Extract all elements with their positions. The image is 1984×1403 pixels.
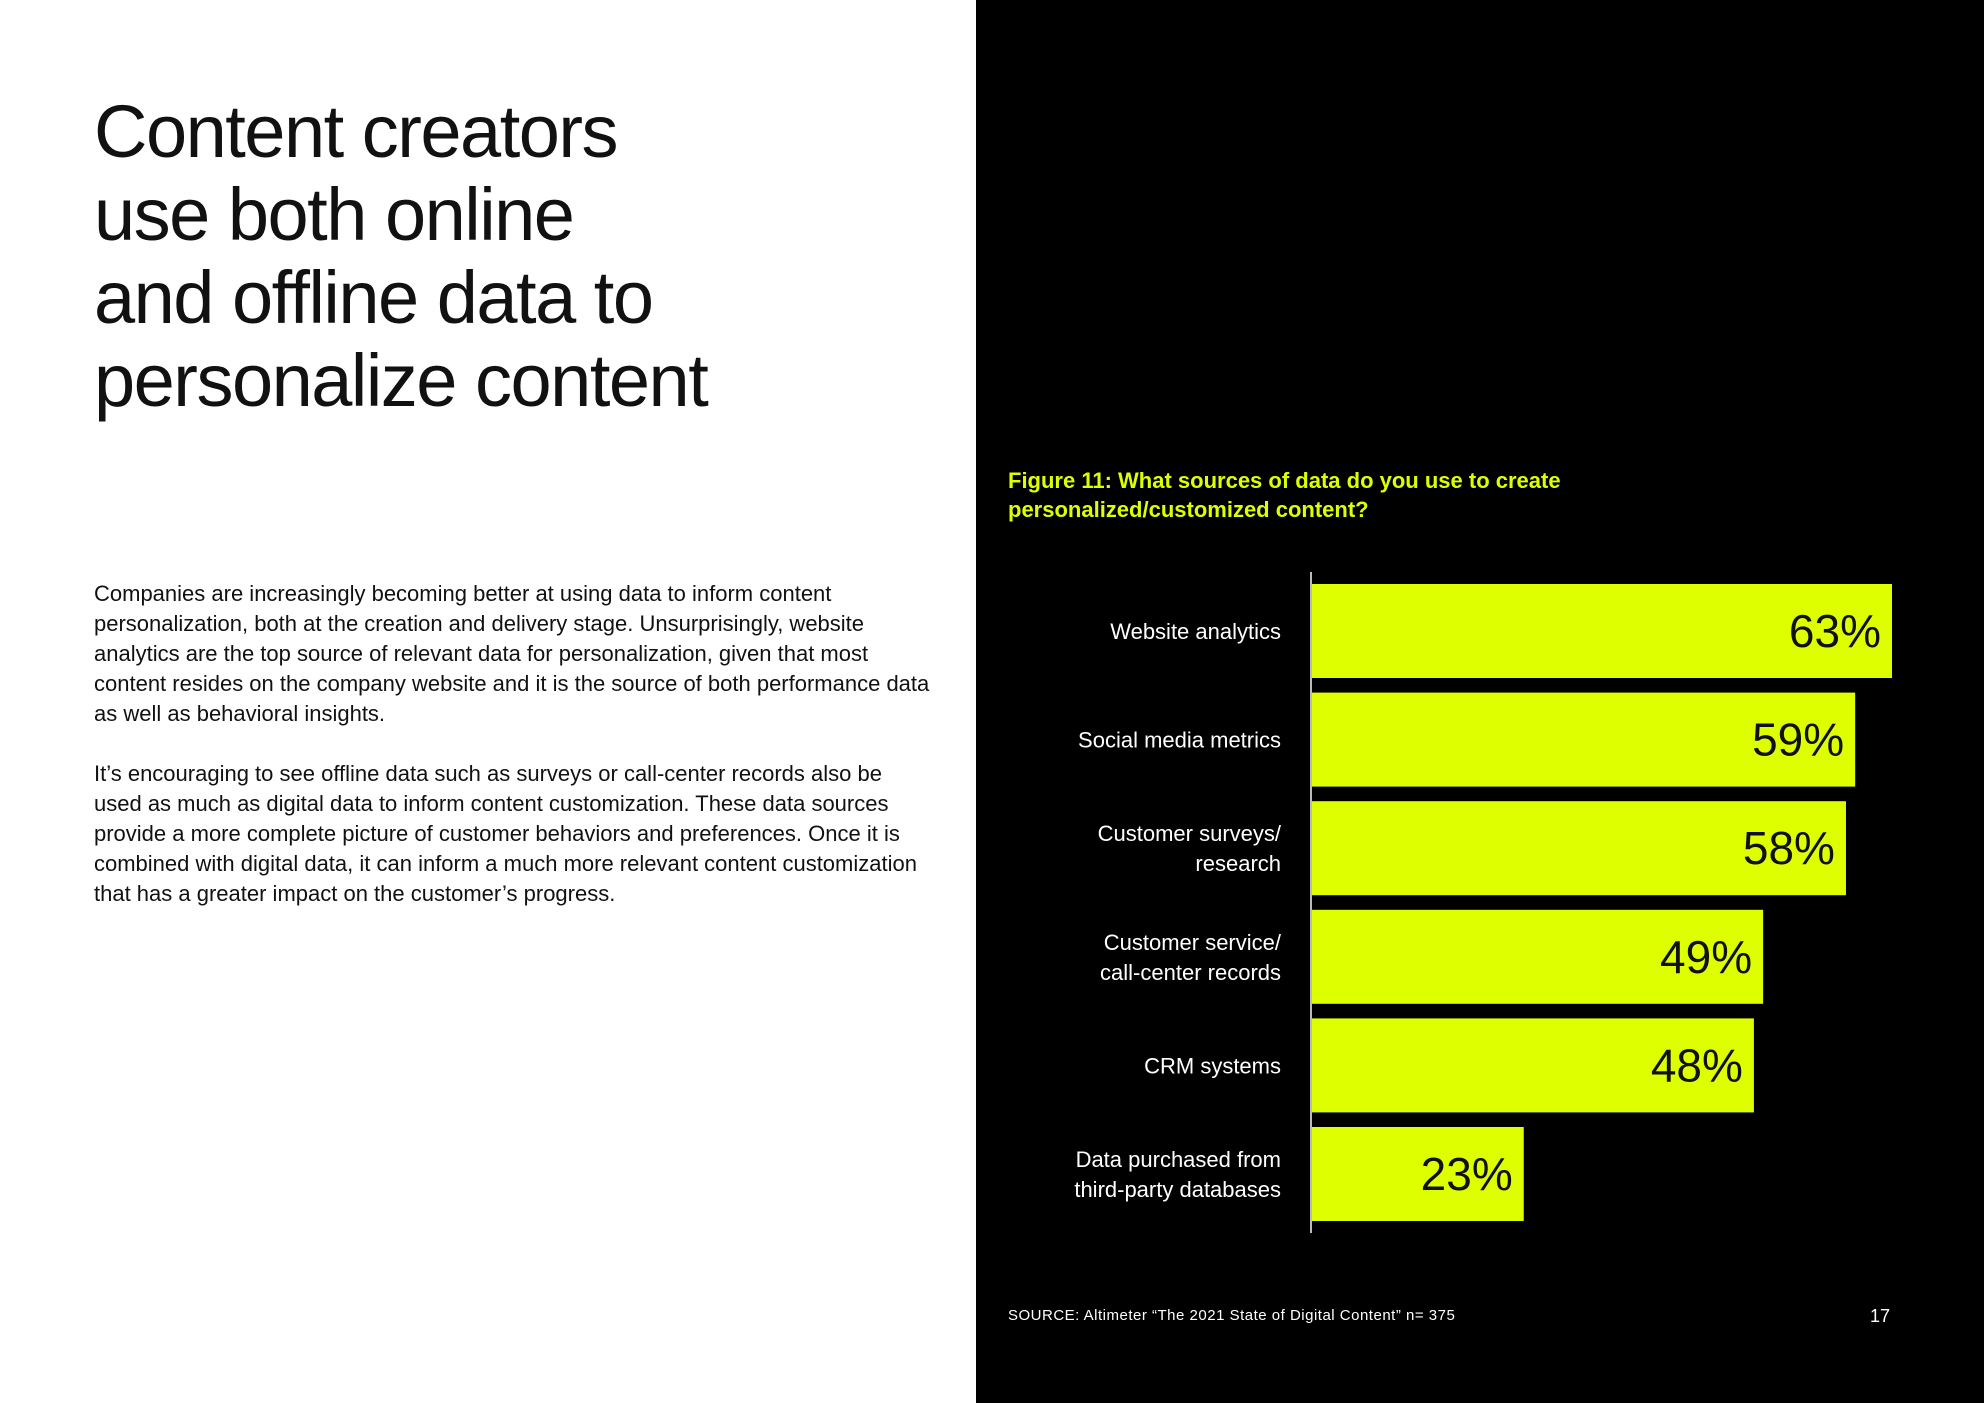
headline-line: Content creators [94,90,619,173]
category-label: Social media metrics [1078,728,1281,753]
bar [1312,1018,1754,1113]
headline-line: and offline data to [94,256,654,339]
bar-value-label: 58% [1743,822,1835,874]
bar-value-label: 23% [1421,1148,1513,1200]
bar-value-label: 48% [1651,1039,1743,1091]
bar [1312,584,1892,678]
headline-line: personalize content [94,339,709,422]
bar [1312,692,1856,787]
category-label: Customer surveys/research [1098,821,1282,876]
body-paragraph-1: Companies are increasingly becoming bett… [94,581,930,726]
bar-chart: 63% Website analytics 59% Social media metr… [1074,572,1892,1233]
category-label: Data purchased from third-party databases [1074,1147,1281,1202]
figure-title: Figure 11: What sources of data do you u… [1008,468,1561,522]
page-number: 17 [1869,1306,1890,1326]
bar-value-label: 49% [1660,931,1752,983]
category-label: Website analytics [1110,619,1281,644]
body-paragraph-2: It’s encouraging to see offline data suc… [94,761,917,906]
bar [1312,801,1846,896]
page-headline: Content creators use both online and off… [94,90,709,422]
category-label: Customer service/call-center records [1100,930,1282,985]
headline-line: use both online [94,173,575,256]
bar [1312,909,1764,1004]
category-label: CRM systems [1144,1053,1281,1078]
bar [1312,1127,1524,1221]
bar-value-label: 59% [1752,714,1844,766]
source-note: SOURCE: Altimeter “The 2021 State of Dig… [1008,1307,1456,1324]
bar-value-label: 63% [1789,605,1881,657]
text-panel: Content creators use both online and off… [0,0,976,1403]
